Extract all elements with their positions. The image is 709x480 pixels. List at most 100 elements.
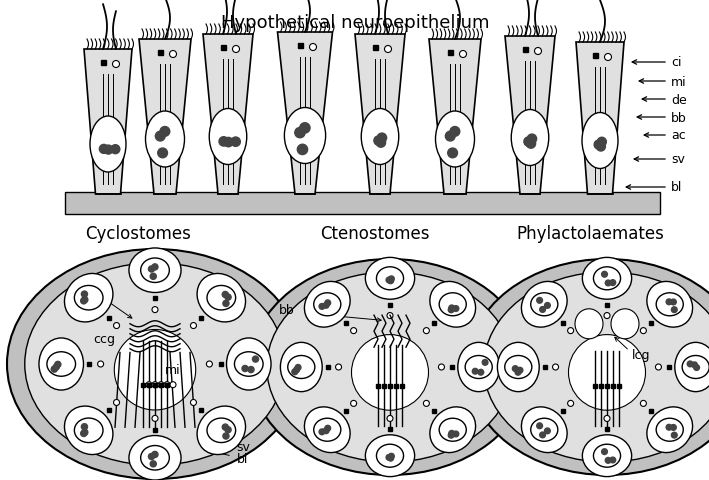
Text: Ctenostomes: Ctenostomes bbox=[320, 225, 430, 242]
Ellipse shape bbox=[207, 418, 235, 443]
Ellipse shape bbox=[484, 272, 709, 462]
Ellipse shape bbox=[656, 419, 683, 441]
Text: bl: bl bbox=[236, 452, 247, 465]
Circle shape bbox=[513, 366, 518, 372]
Circle shape bbox=[449, 431, 454, 436]
Circle shape bbox=[223, 433, 229, 439]
Circle shape bbox=[482, 360, 488, 365]
Circle shape bbox=[310, 45, 316, 51]
Circle shape bbox=[82, 291, 87, 298]
Bar bbox=[611, 384, 615, 389]
Bar bbox=[561, 409, 565, 413]
Bar bbox=[432, 409, 436, 413]
Bar bbox=[344, 409, 348, 413]
Polygon shape bbox=[576, 43, 624, 194]
Polygon shape bbox=[277, 33, 333, 194]
Ellipse shape bbox=[582, 258, 632, 300]
Circle shape bbox=[113, 323, 120, 329]
Text: mi: mi bbox=[165, 363, 181, 376]
Circle shape bbox=[387, 313, 393, 319]
Ellipse shape bbox=[129, 436, 181, 480]
Ellipse shape bbox=[362, 109, 398, 165]
Circle shape bbox=[323, 428, 329, 434]
Bar bbox=[599, 384, 603, 389]
Ellipse shape bbox=[313, 419, 341, 441]
Ellipse shape bbox=[675, 343, 709, 392]
Ellipse shape bbox=[74, 418, 103, 443]
Bar bbox=[106, 316, 111, 320]
Circle shape bbox=[319, 304, 325, 310]
Text: sv: sv bbox=[671, 153, 685, 166]
Circle shape bbox=[99, 145, 108, 154]
Circle shape bbox=[150, 461, 156, 467]
Circle shape bbox=[602, 272, 608, 277]
Circle shape bbox=[448, 432, 454, 438]
Polygon shape bbox=[84, 50, 132, 194]
Circle shape bbox=[527, 135, 537, 144]
Circle shape bbox=[671, 432, 677, 438]
Text: Hypothetical neuroepithelium: Hypothetical neuroepithelium bbox=[220, 14, 489, 32]
Circle shape bbox=[387, 416, 393, 421]
Circle shape bbox=[297, 145, 308, 155]
Circle shape bbox=[295, 128, 305, 138]
Circle shape bbox=[152, 264, 158, 270]
Circle shape bbox=[596, 143, 605, 152]
Bar bbox=[376, 384, 380, 389]
Ellipse shape bbox=[140, 258, 169, 283]
Text: ci: ci bbox=[94, 291, 105, 304]
Bar bbox=[523, 48, 527, 52]
Circle shape bbox=[445, 132, 455, 142]
Bar bbox=[218, 362, 223, 366]
Circle shape bbox=[158, 382, 164, 388]
Ellipse shape bbox=[582, 113, 618, 169]
Ellipse shape bbox=[511, 110, 549, 166]
Bar bbox=[649, 409, 653, 413]
Ellipse shape bbox=[498, 343, 540, 392]
Circle shape bbox=[233, 47, 240, 53]
Circle shape bbox=[472, 369, 478, 374]
Ellipse shape bbox=[593, 267, 620, 290]
Circle shape bbox=[552, 364, 559, 370]
Circle shape bbox=[687, 361, 693, 367]
Ellipse shape bbox=[430, 282, 476, 327]
Circle shape bbox=[605, 280, 611, 286]
Bar bbox=[165, 383, 169, 387]
Bar bbox=[605, 384, 609, 389]
Text: de: de bbox=[671, 93, 687, 106]
Ellipse shape bbox=[74, 286, 103, 310]
Bar bbox=[199, 408, 203, 412]
Circle shape bbox=[640, 400, 647, 407]
Ellipse shape bbox=[647, 282, 693, 327]
Bar bbox=[153, 428, 157, 432]
Circle shape bbox=[242, 366, 248, 372]
Ellipse shape bbox=[376, 444, 403, 467]
Circle shape bbox=[540, 307, 545, 312]
Circle shape bbox=[55, 361, 61, 368]
Circle shape bbox=[111, 145, 120, 155]
Ellipse shape bbox=[65, 274, 113, 322]
Circle shape bbox=[335, 364, 342, 370]
Circle shape bbox=[81, 431, 86, 437]
Ellipse shape bbox=[531, 419, 558, 441]
Ellipse shape bbox=[313, 293, 341, 316]
Circle shape bbox=[447, 149, 457, 158]
Circle shape bbox=[537, 298, 542, 303]
Ellipse shape bbox=[365, 258, 415, 300]
Circle shape bbox=[325, 425, 330, 431]
Circle shape bbox=[231, 138, 240, 147]
Ellipse shape bbox=[439, 293, 467, 316]
Ellipse shape bbox=[521, 282, 567, 327]
Ellipse shape bbox=[47, 352, 76, 376]
Text: Cyclostomes: Cyclostomes bbox=[85, 225, 191, 242]
Bar bbox=[388, 427, 392, 431]
Text: lcg: lcg bbox=[632, 348, 651, 361]
Ellipse shape bbox=[267, 272, 513, 462]
Circle shape bbox=[170, 382, 176, 388]
Circle shape bbox=[148, 454, 155, 460]
Circle shape bbox=[610, 457, 615, 463]
Circle shape bbox=[319, 429, 325, 435]
Circle shape bbox=[374, 137, 384, 146]
Ellipse shape bbox=[140, 445, 169, 470]
Circle shape bbox=[524, 138, 533, 147]
Polygon shape bbox=[355, 35, 405, 194]
